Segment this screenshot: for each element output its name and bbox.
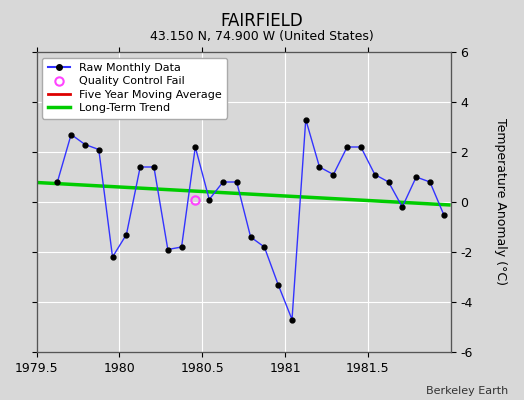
Text: Berkeley Earth: Berkeley Earth: [426, 386, 508, 396]
Text: FAIRFIELD: FAIRFIELD: [221, 12, 303, 30]
Text: 43.150 N, 74.900 W (United States): 43.150 N, 74.900 W (United States): [150, 30, 374, 43]
Y-axis label: Temperature Anomaly (°C): Temperature Anomaly (°C): [494, 118, 507, 286]
Legend: Raw Monthly Data, Quality Control Fail, Five Year Moving Average, Long-Term Tren: Raw Monthly Data, Quality Control Fail, …: [42, 58, 227, 119]
